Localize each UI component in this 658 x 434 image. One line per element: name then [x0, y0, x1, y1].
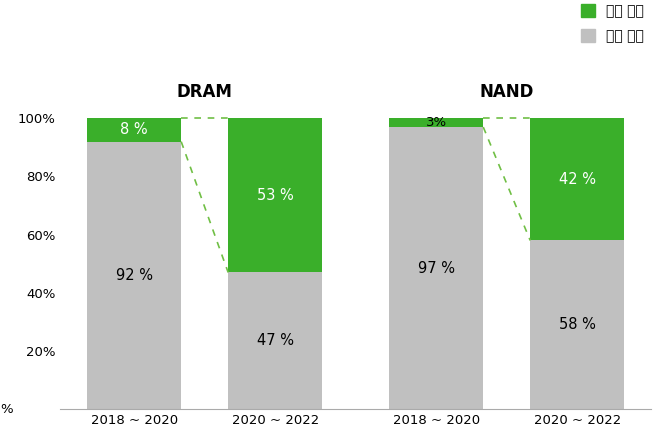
Bar	[530, 118, 624, 240]
Bar	[88, 118, 181, 141]
Legend: 설비 증설, 기술 발전: 설비 증설, 기술 발전	[581, 4, 644, 43]
Text: 53 %: 53 %	[257, 188, 293, 203]
Text: 58 %: 58 %	[559, 317, 595, 332]
Text: 8 %: 8 %	[120, 122, 148, 138]
Text: DRAM: DRAM	[177, 83, 233, 101]
Text: NAND: NAND	[480, 83, 534, 101]
Bar	[390, 118, 483, 127]
Bar	[228, 118, 322, 273]
Text: 92 %: 92 %	[116, 268, 153, 283]
Bar	[88, 141, 181, 409]
Bar	[530, 240, 624, 409]
Text: 3%: 3%	[426, 116, 447, 129]
Text: %: %	[1, 403, 13, 416]
Bar	[228, 273, 322, 409]
Bar	[390, 127, 483, 409]
Text: 97 %: 97 %	[418, 261, 455, 276]
Text: 42 %: 42 %	[559, 172, 595, 187]
Text: 47 %: 47 %	[257, 333, 293, 349]
